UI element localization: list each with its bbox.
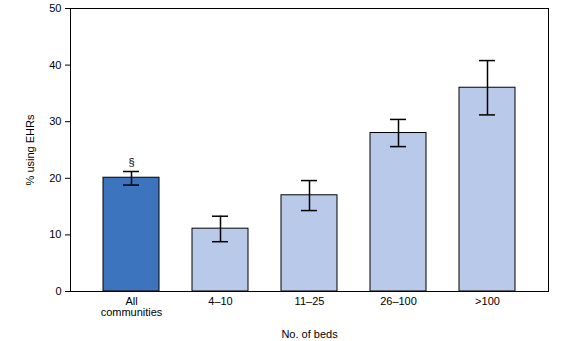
svg-text:Allcommunities: Allcommunities: [101, 295, 163, 318]
svg-text:40: 40: [49, 59, 61, 71]
svg-text:4–10: 4–10: [208, 295, 232, 307]
svg-text:No. of beds: No. of beds: [281, 328, 338, 340]
svg-text:% using EHRs: % using EHRs: [24, 114, 36, 185]
svg-text:11–25: 11–25: [295, 295, 325, 307]
svg-text:50: 50: [49, 2, 61, 14]
svg-text:0: 0: [55, 285, 61, 297]
svg-text:>100: >100: [475, 295, 500, 307]
svg-text:10: 10: [49, 228, 61, 240]
svg-text:§: §: [128, 156, 134, 168]
svg-text:26–100: 26–100: [380, 295, 417, 307]
svg-text:20: 20: [49, 172, 61, 184]
svg-text:30: 30: [49, 115, 61, 127]
